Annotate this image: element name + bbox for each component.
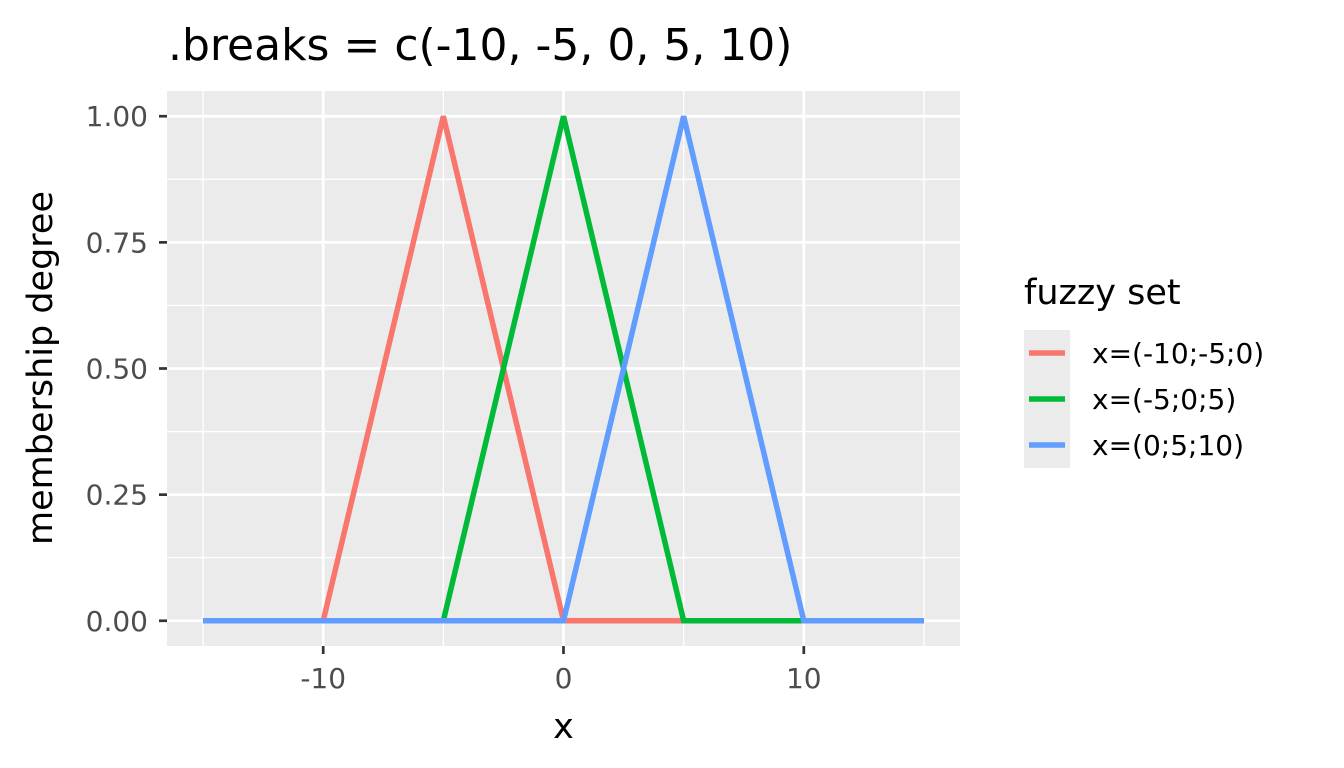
x-axis-title: x	[553, 707, 574, 747]
x-tick-label: -10	[300, 662, 346, 695]
y-tick-label: 0.25	[86, 479, 148, 512]
legend-label: x=(-10;-5;0)	[1092, 337, 1264, 370]
y-axis-title: membership degree	[21, 191, 61, 545]
legend-label: x=(-5;0;5)	[1092, 383, 1236, 416]
chart-title: .breaks = c(-10, -5, 0, 5, 10)	[168, 20, 792, 71]
axis-ticks	[159, 114, 806, 654]
legend-label: x=(0;5;10)	[1092, 429, 1244, 462]
y-tick-label: 0.00	[86, 605, 148, 638]
series-lines	[203, 115, 924, 624]
x-tick-label: 0	[555, 662, 573, 695]
y-tick-label: 1.00	[86, 100, 148, 133]
y-tick-label: 0.50	[86, 353, 148, 386]
series-line	[203, 115, 924, 624]
legend-items: x=(-10;-5;0) x=(-5;0;5) x=(0;5;10)	[1024, 330, 1264, 468]
x-tick-labels: -10 0 10	[300, 662, 821, 695]
legend-title: fuzzy set	[1024, 273, 1181, 313]
x-tick-label: 10	[786, 662, 822, 695]
legend: fuzzy set x=(-10;-5;0) x=(-5;0;5) x=(0;5;1…	[1024, 273, 1264, 468]
y-tick-labels: 0.00 0.25 0.50 0.75 1.00	[86, 100, 148, 638]
y-tick-label: 0.75	[86, 226, 148, 259]
